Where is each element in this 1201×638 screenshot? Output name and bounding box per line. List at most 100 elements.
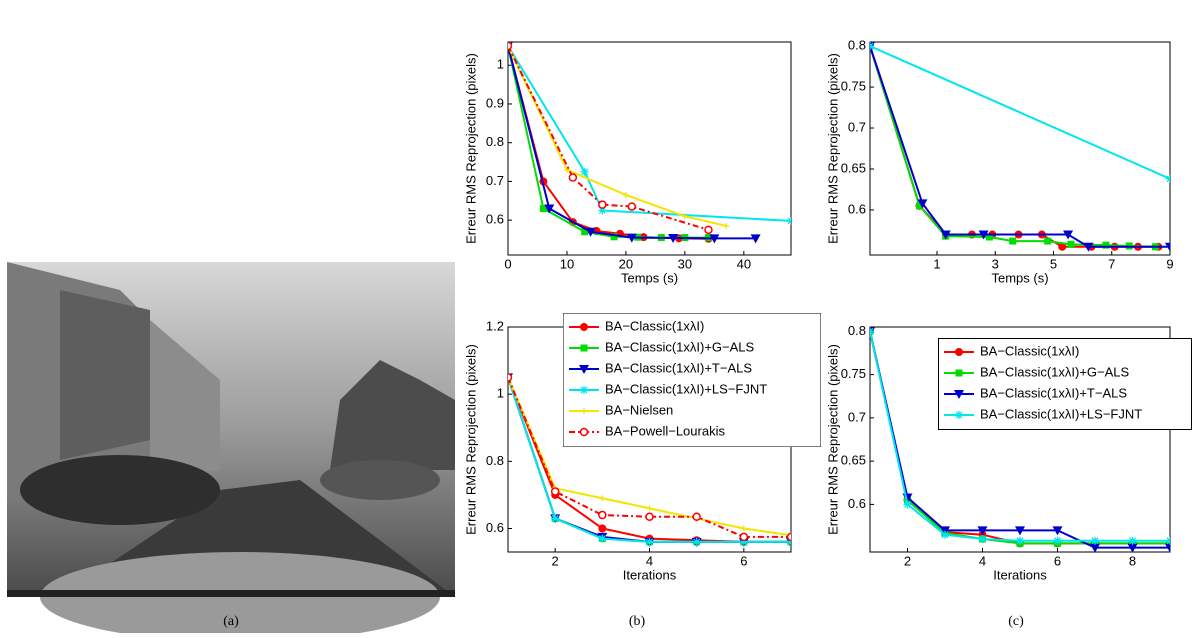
- marker: [581, 408, 587, 414]
- y-tick-label: 0.8: [486, 134, 504, 149]
- marker: [610, 233, 618, 241]
- y-tick-label: 0.6: [848, 496, 866, 511]
- marker: [580, 386, 588, 394]
- photo: [7, 262, 455, 638]
- marker: [508, 42, 513, 51]
- legend-label: BA−Classic(1xλI)+LS−FJNT: [605, 381, 767, 396]
- marker: [598, 524, 607, 533]
- marker: [551, 514, 560, 523]
- legend-box: [563, 313, 821, 447]
- y-tick-label: 1: [497, 386, 504, 401]
- marker: [1166, 536, 1170, 545]
- marker: [978, 535, 987, 544]
- marker: [940, 230, 951, 240]
- marker: [692, 512, 701, 521]
- marker: [681, 213, 688, 220]
- marker: [598, 534, 607, 543]
- legend-label: BA−Powell−Lourakis: [605, 423, 725, 438]
- y-tick-label: 1.2: [486, 318, 504, 333]
- marker: [598, 200, 607, 209]
- caption: (a): [223, 614, 239, 629]
- plot-series: [870, 42, 1170, 252]
- legend-label: BA−Classic(1xλI)+LS−FJNT: [980, 406, 1142, 421]
- y-axis-label: Erreur RMS Reprojection (pixels): [463, 344, 478, 535]
- y-tick-label: 0.75: [841, 78, 866, 93]
- marker: [568, 173, 578, 182]
- marker: [955, 411, 963, 419]
- marker: [508, 373, 513, 382]
- x-tick-label: 2: [904, 553, 911, 568]
- marker: [870, 42, 874, 51]
- marker: [598, 510, 607, 520]
- marker: [1090, 543, 1100, 552]
- x-tick-label: 8: [1129, 553, 1136, 568]
- legend: BA−Classic(1xλI) BA−Classic(1xλI)+G−ALS BA…: [938, 338, 1192, 430]
- marker: [1053, 536, 1062, 545]
- x-tick-label: 3: [992, 256, 999, 271]
- plot-frame: [869, 41, 1171, 256]
- series-line: [508, 45, 791, 222]
- x-axis-label: Iterations: [623, 567, 677, 582]
- marker: [750, 234, 761, 244]
- legend-box: [938, 338, 1192, 430]
- marker: [723, 222, 730, 229]
- y-tick-label: 0.7: [848, 119, 866, 134]
- series-line: [870, 45, 1156, 248]
- marker: [622, 191, 629, 198]
- x-axis-label: Temps (s): [991, 270, 1048, 285]
- marker: [917, 199, 928, 209]
- y-axis-label: Erreur RMS Reprojection (pixels): [825, 344, 840, 535]
- marker: [941, 530, 949, 539]
- legend-label: BA−Classic(1xλI)+G−ALS: [980, 364, 1130, 379]
- marker: [692, 537, 701, 546]
- marker: [954, 390, 964, 399]
- x-tick-label: 7: [1108, 256, 1115, 271]
- marker: [1165, 543, 1170, 552]
- legend-label: BA−Classic(1xλI)+T−ALS: [980, 385, 1127, 400]
- x-axis-label: Iterations: [993, 567, 1047, 582]
- marker: [740, 525, 747, 532]
- marker: [985, 233, 993, 241]
- chart: 1 3 5 7 9 0.6 0.65 0.7 0.75 0.8 Temps (s) Erreur RM…: [825, 38, 1173, 286]
- x-tick-label: 30: [678, 256, 692, 271]
- x-tick-label: 2: [552, 553, 559, 568]
- marker: [580, 167, 589, 176]
- x-tick-label: 5: [1050, 256, 1057, 271]
- y-tick-label: 0.65: [841, 160, 866, 175]
- legend-label: BA−Classic(1xλI)+G−ALS: [605, 339, 755, 354]
- marker: [544, 204, 555, 214]
- marker: [1009, 237, 1017, 245]
- marker: [977, 526, 988, 536]
- y-tick-label: 0.6: [848, 201, 866, 216]
- y-tick-label: 0.8: [848, 323, 866, 338]
- chart: 2 4 6 8 0.6 0.65 0.7 0.75 0.8 Iterations Erreur RM…: [825, 323, 1192, 582]
- y-tick-label: 0.9: [486, 95, 504, 110]
- x-tick-label: 0: [504, 256, 511, 271]
- marker: [668, 233, 679, 243]
- marker: [1044, 237, 1052, 245]
- chart: 0 10 20 30 40 0.6 0.7 0.8 0.9 1 Temps (s) Erreur RM…: [463, 41, 792, 285]
- marker: [786, 532, 791, 542]
- legend-label: BA−Classic(1xλI): [980, 343, 1079, 358]
- marker: [709, 234, 720, 244]
- y-tick-label: 0.7: [848, 409, 866, 424]
- x-tick-label: 1: [933, 256, 940, 271]
- marker: [580, 323, 588, 331]
- y-tick-label: 0.8: [486, 453, 504, 468]
- x-tick-label: 40: [737, 256, 751, 271]
- marker: [704, 225, 713, 235]
- marker: [579, 427, 589, 437]
- marker: [1083, 242, 1094, 252]
- x-tick-label: 6: [740, 553, 747, 568]
- marker: [1016, 536, 1024, 545]
- marker: [539, 205, 547, 213]
- legend: BA−Classic(1xλI) BA−Classic(1xλI)+G−ALS BA…: [563, 313, 821, 447]
- plot-frame: [507, 41, 792, 256]
- marker: [585, 227, 596, 237]
- marker: [550, 487, 560, 496]
- legend-label: BA−Nielsen: [605, 402, 673, 417]
- y-tick-label: 0.7: [486, 173, 504, 188]
- plot-series: [870, 327, 1170, 552]
- x-tick-label: 6: [1054, 553, 1061, 568]
